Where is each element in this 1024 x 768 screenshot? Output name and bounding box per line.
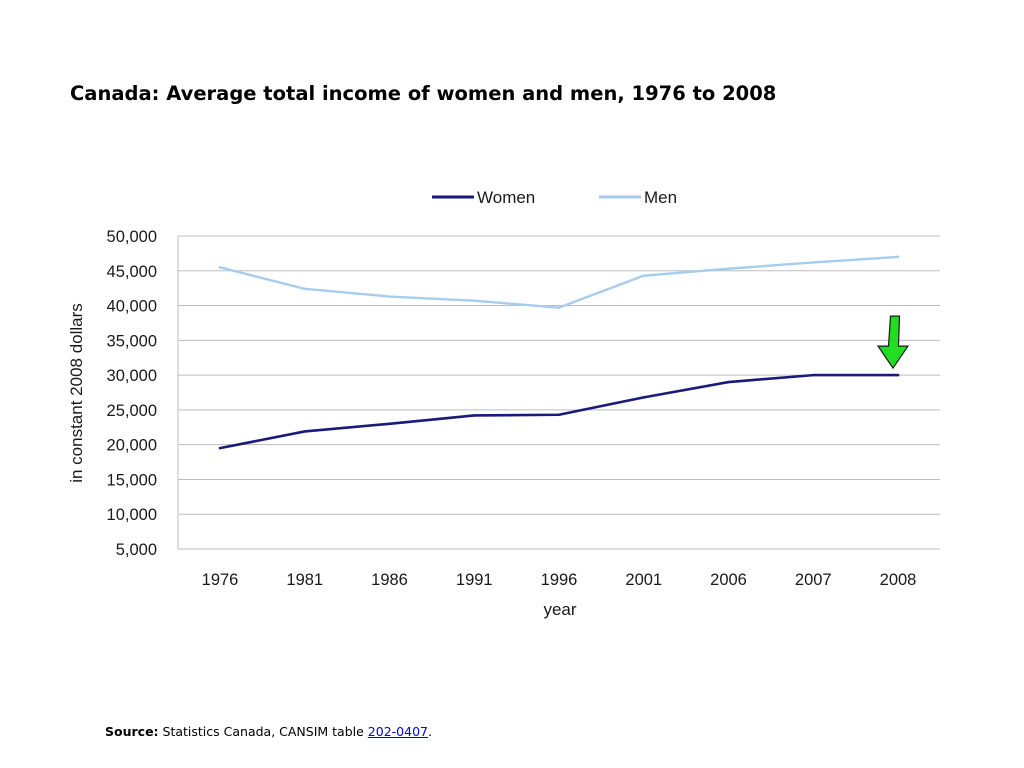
data-point-women — [896, 373, 900, 377]
y-tick-label: 15,000 — [107, 471, 157, 489]
data-point-men — [896, 255, 900, 259]
source-text: Statistics Canada, CANSIM table — [158, 724, 368, 739]
x-axis-ticks: 1976 1981 1986 1991 1996 2001 2006 2007 2008 — [202, 571, 917, 589]
source-suffix: . — [427, 724, 432, 739]
data-point-women — [388, 422, 391, 425]
series-line-men — [218, 255, 900, 309]
data-point-men — [303, 287, 306, 291]
legend-label-women: Women — [477, 188, 535, 207]
data-point-men — [473, 299, 476, 302]
data-point-men — [388, 295, 391, 298]
y-tick-label: 45,000 — [107, 263, 157, 281]
data-point-women — [473, 414, 476, 417]
annotation-arrow — [876, 315, 910, 370]
data-point-men — [218, 266, 222, 269]
x-tick-label: 1981 — [286, 571, 323, 589]
gridlines — [177, 235, 940, 550]
data-point-women — [727, 380, 730, 384]
data-point-women — [642, 396, 645, 399]
data-point-women — [218, 446, 222, 450]
down-arrow-icon — [876, 315, 910, 370]
y-tick-label: 5,000 — [116, 541, 157, 559]
x-tick-label: 2008 — [880, 571, 917, 589]
source-note: Source: Statistics Canada, CANSIM table … — [105, 724, 432, 739]
source-label: Source: — [105, 724, 159, 739]
y-tick-label: 10,000 — [107, 506, 157, 524]
y-tick-label: 40,000 — [107, 298, 157, 316]
chart-series — [218, 255, 900, 450]
data-point-women — [812, 373, 815, 377]
chart-legend: Women Men — [432, 188, 677, 207]
y-tick-label: 30,000 — [107, 367, 157, 385]
y-tick-label: 50,000 — [107, 228, 157, 246]
data-point-men — [642, 274, 645, 277]
x-tick-label: 2006 — [710, 571, 747, 589]
y-axis-label: in constant 2008 dollars — [67, 303, 86, 483]
y-tick-label: 20,000 — [107, 437, 157, 455]
data-point-men — [812, 261, 815, 264]
data-point-women — [303, 430, 306, 433]
data-point-men — [727, 267, 730, 270]
y-axis-ticks: 50,000 45,000 40,000 35,000 30,000 25,000 20,0… — [107, 228, 157, 559]
y-tick-label: 35,000 — [107, 332, 157, 350]
x-tick-label: 2007 — [795, 571, 832, 589]
legend-label-men: Men — [644, 188, 677, 207]
data-point-men — [557, 306, 561, 309]
x-tick-label: 1996 — [541, 571, 578, 589]
y-tick-label: 25,000 — [107, 402, 157, 420]
x-tick-label: 2001 — [625, 571, 662, 589]
series-line-women — [218, 373, 900, 450]
x-axis-label: year — [543, 600, 576, 619]
page-title: Canada: Average total income of women an… — [70, 82, 777, 105]
x-tick-label: 1991 — [456, 571, 493, 589]
line-chart: Women Men 50,000 45,000 40,000 35,000 30,000 2… — [67, 188, 940, 619]
x-tick-label: 1986 — [371, 571, 408, 589]
source-table-link[interactable]: 202-0407 — [367, 724, 428, 739]
x-tick-label: 1976 — [202, 571, 239, 589]
data-point-women — [557, 413, 561, 416]
